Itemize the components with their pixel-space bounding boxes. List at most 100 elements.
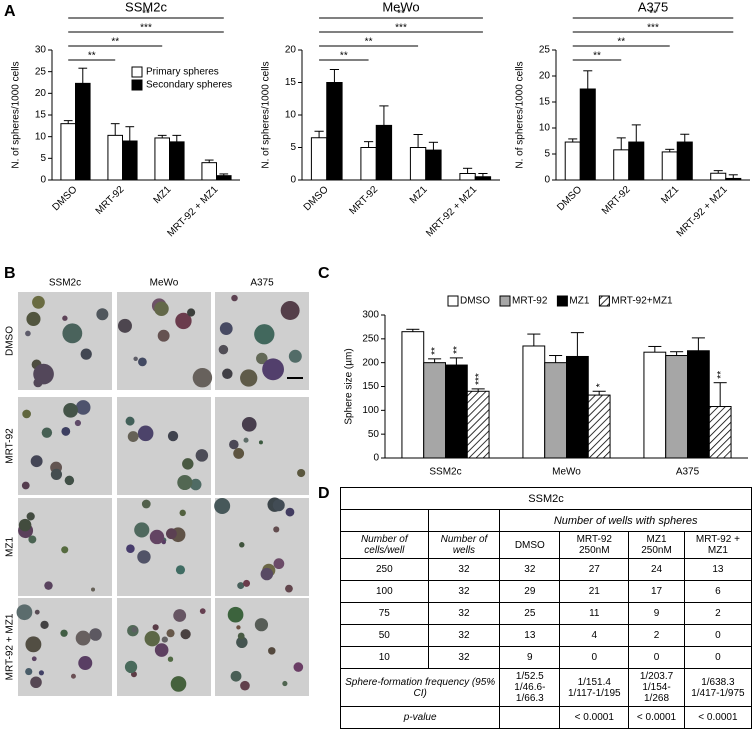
- sphere: [199, 608, 206, 615]
- column-header: MRT-92 250nM: [559, 531, 630, 559]
- significance-label: **: [340, 51, 348, 62]
- table-cell: [427, 509, 501, 532]
- sphere: [133, 356, 138, 362]
- sphere: [96, 308, 109, 321]
- bar: [409, 147, 427, 181]
- column-label: MeWo: [150, 278, 179, 289]
- group-header: Number of wells with spheres: [499, 509, 752, 532]
- sphere: [124, 660, 138, 674]
- table-cell: 32: [427, 624, 501, 647]
- y-tick-label: 100: [362, 405, 379, 416]
- table-row: 50 32 13 4 2 0: [340, 624, 753, 647]
- sphere: [157, 329, 170, 342]
- x-tick-label: MRT-92 + MZ1: [165, 184, 220, 239]
- sphere: [237, 582, 245, 590]
- table-cell: 1/52.5 1/46.6-1/66.3: [499, 668, 561, 707]
- sphere: [161, 636, 168, 643]
- bar: [169, 141, 185, 181]
- y-tick-label: 50: [368, 429, 380, 440]
- x-tick-label: MRT-92 + MZ1: [675, 184, 730, 239]
- table-row: 75 32 25 11 9 2: [340, 602, 753, 625]
- y-tick-label: 150: [362, 381, 379, 392]
- sphere: [297, 468, 306, 478]
- y-tick-label: 5: [40, 153, 46, 164]
- column-header: MRT-92 + MZ1: [683, 531, 753, 559]
- y-tick-label: 10: [35, 131, 47, 142]
- sphere: [230, 670, 242, 682]
- legend-label: MRT-92: [512, 296, 548, 307]
- x-tick-label: MZ1: [408, 184, 430, 206]
- significance-label: **: [617, 37, 625, 48]
- sphere: [31, 656, 37, 662]
- cell-line: 1/52.5: [515, 671, 544, 682]
- table-cell: 29: [499, 580, 561, 603]
- significance-label: **: [397, 9, 405, 20]
- x-tick-label: MZ1: [659, 184, 681, 206]
- legend-label: MZ1: [569, 296, 589, 307]
- bar: [725, 177, 742, 181]
- significance-label: **: [142, 9, 150, 20]
- cell-line: 1/203.7: [639, 671, 674, 682]
- y-axis-label: N. of spheres/1000 cells: [515, 61, 526, 168]
- panel-label: A: [4, 3, 16, 20]
- sphere: [144, 631, 160, 647]
- bar: [423, 362, 447, 459]
- x-tick-label: MRT-92: [600, 184, 633, 217]
- bar: [75, 82, 91, 181]
- table-cell: 2: [628, 624, 685, 647]
- sphere: [18, 518, 32, 532]
- sphere: [74, 419, 82, 427]
- sphere: [187, 308, 196, 317]
- significance-label: ***: [647, 23, 659, 34]
- sphere: [89, 628, 102, 641]
- row-label: MRT-92 + MZ1: [5, 613, 16, 680]
- sphere: [75, 630, 91, 646]
- row-label: MRT-92: [5, 428, 16, 464]
- sphere: [175, 312, 192, 330]
- sphere: [282, 680, 288, 687]
- micrograph: [117, 397, 211, 495]
- y-axis-label: N. of spheres/1000 cells: [11, 61, 22, 168]
- y-tick-label: 15: [539, 97, 551, 108]
- table-cell: 32: [427, 602, 501, 625]
- table-title: SSM2c: [340, 487, 752, 510]
- table-cell: 10: [340, 646, 429, 669]
- table-cell: 75: [340, 602, 429, 625]
- bar: [375, 124, 393, 181]
- y-tick-label: 200: [362, 357, 379, 368]
- sphere: [273, 558, 285, 570]
- y-tick-label: 300: [362, 310, 379, 321]
- sphere: [236, 636, 248, 649]
- cell-line: 1/638.3: [701, 676, 735, 688]
- sphere: [64, 475, 75, 486]
- sphere: [25, 636, 42, 653]
- legend-label: Secondary spheres: [146, 80, 232, 91]
- y-tick-label: 30: [35, 45, 47, 56]
- bar: [661, 151, 678, 181]
- sphere: [41, 427, 53, 438]
- table-cell: 100: [340, 580, 429, 603]
- sphere: [25, 330, 31, 337]
- x-tick-label: MRT-92: [347, 184, 380, 217]
- sphere: [219, 322, 233, 335]
- table-cell: 1/203.7 1/154-1/268: [628, 668, 685, 707]
- row-label: MZ1: [5, 537, 16, 557]
- x-tick-label: DMSO: [50, 184, 79, 213]
- bar: [154, 137, 170, 181]
- table-cell: < 0.0001: [559, 706, 630, 729]
- x-tick-label: DMSO: [555, 184, 584, 213]
- sphere: [126, 544, 135, 553]
- sphere: [149, 529, 165, 545]
- sphere: [260, 567, 274, 581]
- bar: [628, 141, 645, 181]
- sphere: [44, 581, 53, 590]
- sphere: [137, 550, 151, 564]
- legend-swatch: [131, 79, 143, 91]
- sphere: [26, 512, 35, 521]
- micrograph: [215, 397, 309, 495]
- table-cell: 1/151.4 1/117-1/195: [559, 668, 630, 707]
- micrograph: [215, 498, 309, 596]
- table-cell: 6: [683, 580, 753, 603]
- cell-line: 1/417-1/975: [691, 687, 745, 699]
- table-cell: 0: [559, 646, 630, 669]
